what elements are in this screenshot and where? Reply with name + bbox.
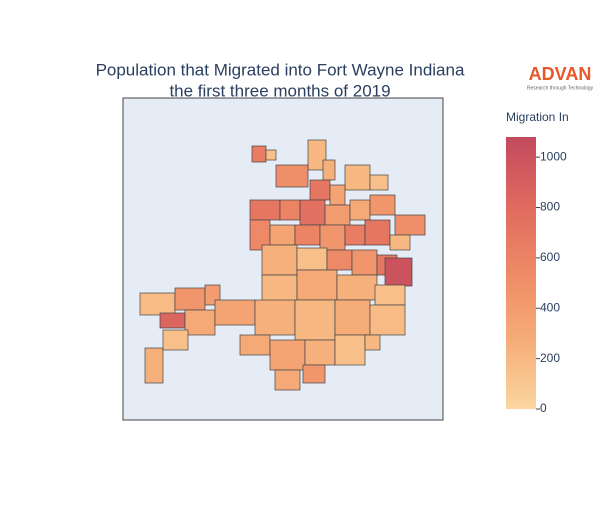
region <box>384 257 413 287</box>
region <box>394 214 426 236</box>
region <box>322 159 336 181</box>
region <box>296 247 328 271</box>
region <box>239 334 271 356</box>
colorbar-tick-label: 400 <box>540 300 560 314</box>
region <box>389 234 411 251</box>
region <box>369 304 406 336</box>
region <box>254 299 296 336</box>
region <box>344 224 366 246</box>
region <box>307 139 327 171</box>
region <box>296 269 338 301</box>
region <box>334 299 371 336</box>
region <box>369 194 396 216</box>
logo-tagline: Research through Technology <box>527 85 594 91</box>
region <box>251 145 267 163</box>
region <box>302 364 326 384</box>
region <box>309 179 331 201</box>
region <box>349 199 371 221</box>
region <box>304 339 336 366</box>
region <box>265 149 277 161</box>
region <box>261 244 298 276</box>
colorbar-title: Migration In <box>506 110 569 124</box>
region <box>351 249 378 276</box>
region <box>162 329 189 351</box>
chart-title: Population that Migrated into Fort Wayne… <box>96 60 465 79</box>
colorbar-tick-label: 800 <box>540 200 560 214</box>
region <box>294 224 321 246</box>
region <box>269 339 306 371</box>
region <box>319 224 346 251</box>
region <box>324 204 351 226</box>
region <box>299 199 326 226</box>
region <box>364 334 381 351</box>
regions <box>139 139 426 391</box>
region <box>269 224 296 246</box>
chart-title: the first three months of 2019 <box>169 81 390 100</box>
region <box>249 199 281 221</box>
region <box>214 299 256 326</box>
region <box>344 164 371 191</box>
colorbar-tick-label: 200 <box>540 351 560 365</box>
region <box>326 249 353 271</box>
region <box>369 174 389 191</box>
colorbar-tick-label: 600 <box>540 250 560 264</box>
region <box>336 274 378 301</box>
region <box>144 347 164 384</box>
logo: ADVAN <box>529 64 592 84</box>
region <box>159 312 186 329</box>
colorbar-ticks: 0 200 400 600 800 1000 <box>536 149 567 415</box>
region <box>329 184 346 206</box>
region <box>364 219 391 246</box>
region <box>279 199 301 221</box>
colorbar-tick-label: 0 <box>540 401 547 415</box>
region <box>294 299 336 341</box>
region <box>275 164 309 188</box>
region <box>274 369 301 391</box>
region <box>374 284 406 306</box>
region <box>174 287 206 311</box>
region <box>184 309 216 336</box>
region <box>139 292 176 316</box>
colorbar <box>506 137 536 409</box>
colorbar-tick-label: 1000 <box>540 149 567 163</box>
region <box>334 334 366 366</box>
